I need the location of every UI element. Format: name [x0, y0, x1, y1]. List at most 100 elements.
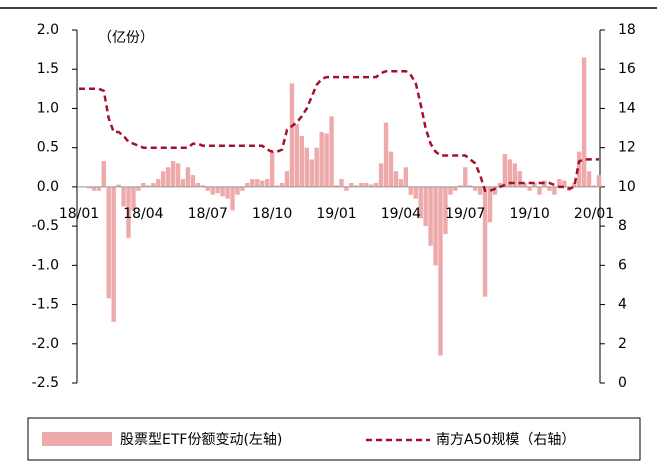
- bar: [522, 182, 527, 187]
- y-tick-label: -2.5: [32, 375, 59, 391]
- bar: [255, 179, 260, 187]
- bar: [329, 116, 334, 187]
- bar: [576, 151, 582, 187]
- bar: [200, 185, 205, 187]
- bar: [403, 167, 409, 187]
- bar: [591, 185, 597, 187]
- bar: [537, 186, 542, 195]
- bar: [304, 147, 309, 187]
- y2-tick-label: 0: [618, 375, 627, 391]
- x-tick-label: 19/07: [445, 206, 485, 222]
- y-tick-label: -2.0: [32, 336, 59, 352]
- y-tick-label: -1.5: [32, 297, 59, 313]
- bar: [339, 179, 344, 187]
- bar: [413, 186, 418, 199]
- x-tick-label: 18/01: [59, 206, 99, 222]
- bar: [502, 153, 508, 187]
- bar: [557, 179, 562, 187]
- y2-tick-label: 12: [618, 140, 636, 156]
- bar: [581, 57, 587, 187]
- bar: [472, 186, 478, 191]
- bar: [165, 167, 171, 187]
- bar: [562, 180, 567, 187]
- y2-tick-label: 10: [618, 179, 636, 195]
- bar: [274, 185, 280, 187]
- x-tick-label: 19/10: [509, 206, 549, 222]
- bar: [378, 163, 384, 187]
- bar: [195, 182, 201, 187]
- bar: [438, 186, 443, 356]
- y-tick-label: -0.5: [32, 218, 59, 234]
- bar: [279, 182, 285, 187]
- bar: [448, 186, 453, 195]
- bar: [418, 186, 423, 219]
- bar: [571, 182, 577, 187]
- y-tick-label: 2.0: [37, 22, 59, 38]
- y-tick-label: 0.0: [37, 179, 59, 195]
- bar: [136, 186, 141, 191]
- y-tick-label: 1.0: [37, 100, 59, 116]
- bar: [354, 185, 359, 187]
- bar: [324, 133, 329, 187]
- bar: [131, 186, 136, 211]
- bar: [250, 179, 255, 187]
- bar: [586, 171, 592, 187]
- bar: [106, 186, 111, 299]
- bar: [309, 159, 314, 187]
- bar: [373, 182, 379, 187]
- unit-annotation: （亿份）: [98, 30, 154, 46]
- bar: [547, 186, 552, 191]
- bar: [121, 186, 126, 207]
- x-tick-label: 19/04: [381, 206, 421, 222]
- y2-tick-label: 16: [618, 61, 636, 77]
- bar: [289, 83, 295, 187]
- bar: [294, 124, 300, 187]
- y-tick-label: -1.0: [32, 257, 59, 273]
- bar: [527, 186, 532, 191]
- bar: [453, 186, 458, 191]
- bar: [170, 161, 176, 187]
- bar: [190, 175, 196, 187]
- bar: [398, 179, 404, 187]
- bar: [468, 185, 473, 187]
- bar: [126, 186, 131, 238]
- y-tick-label: 0.5: [37, 140, 59, 156]
- bar: [101, 161, 106, 187]
- bar: [532, 182, 537, 187]
- bar: [111, 186, 116, 322]
- x-tick-label: 19/01: [316, 206, 356, 222]
- x-tick-label: 18/10: [252, 206, 292, 222]
- bar: [269, 151, 275, 187]
- legend-swatch: [42, 432, 112, 446]
- legend-label: 南方A50规模（右轴）: [436, 432, 575, 448]
- bar: [96, 186, 102, 191]
- bar: [393, 171, 399, 187]
- bar: [175, 163, 181, 187]
- bar: [334, 185, 339, 187]
- x-tick-label: 18/07: [188, 206, 228, 222]
- bar: [264, 179, 270, 187]
- bar: [215, 186, 220, 194]
- legend-box: [27, 417, 641, 461]
- legend-label: 股票型ETF份额变动(左轴): [120, 432, 282, 448]
- bar: [433, 186, 438, 266]
- bar: [319, 131, 324, 187]
- bar: [220, 186, 225, 197]
- bar: [151, 182, 156, 187]
- bar: [116, 184, 121, 187]
- bar: [86, 186, 92, 189]
- bar: [314, 147, 319, 187]
- bar: [91, 186, 97, 191]
- bar: [185, 167, 191, 187]
- bar: [349, 182, 354, 187]
- bar: [299, 135, 305, 187]
- bar: [388, 151, 394, 187]
- bar: [156, 179, 161, 187]
- bar: [487, 186, 493, 223]
- bar: [517, 171, 522, 187]
- bar: [383, 122, 389, 187]
- bar: [205, 186, 210, 191]
- bar: [428, 186, 433, 246]
- bar: [408, 186, 413, 195]
